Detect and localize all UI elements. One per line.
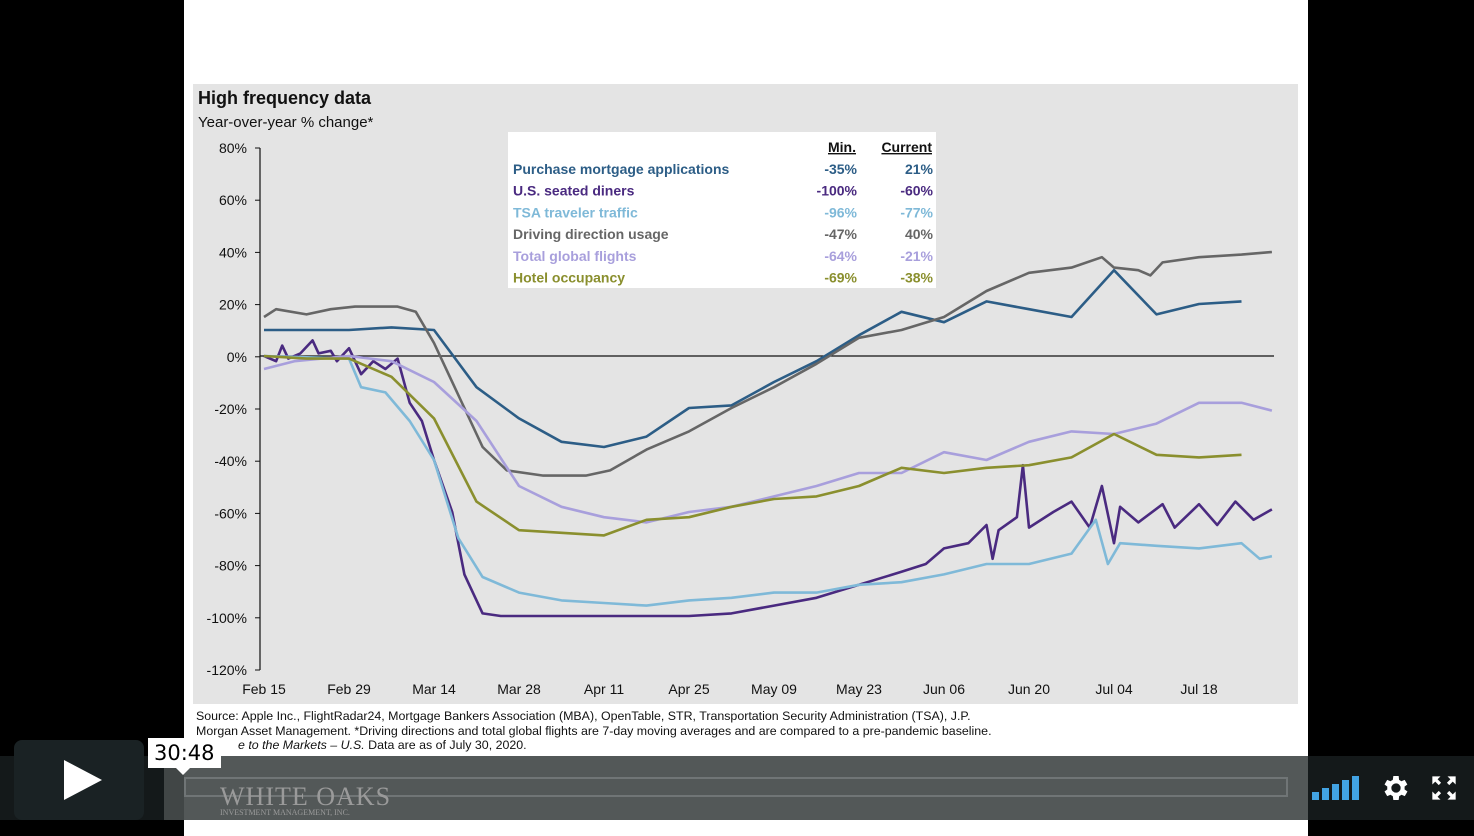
y-tick-label: -120% <box>207 662 247 678</box>
x-tick-label: Jul 04 <box>1095 681 1133 697</box>
x-tick-label: May 09 <box>751 681 797 697</box>
source-date: Data are as of July 30, 2020. <box>364 738 527 752</box>
y-tick-label: -80% <box>214 558 247 574</box>
legend-min: -64% <box>824 248 857 264</box>
legend-label: Purchase mortgage applications <box>513 161 729 177</box>
watermark-subtext: INVESTMENT MANAGEMENT, INC. <box>220 808 350 817</box>
volume-bars-icon[interactable] <box>1312 776 1359 800</box>
legend-current: -77% <box>900 204 933 220</box>
legend-label: U.S. seated diners <box>513 183 635 199</box>
x-tick-label: Jun 20 <box>1008 681 1050 697</box>
progress-area[interactable] <box>164 756 1308 820</box>
series-line-driving-direction-usage <box>263 250 1273 477</box>
legend-min: -96% <box>824 204 857 220</box>
legend-header-min: Min. <box>828 139 856 155</box>
legend-label: TSA traveler traffic <box>513 204 638 220</box>
legend-current: -60% <box>900 183 933 199</box>
series-line-u-s-seated-diners <box>263 339 1273 618</box>
x-tick-label: Mar 28 <box>497 681 541 697</box>
legend-label: Hotel occupancy <box>513 270 625 286</box>
chart-subtitle: Year-over-year % change* <box>198 114 374 131</box>
y-tick-label: -20% <box>214 401 247 417</box>
play-icon <box>64 760 102 800</box>
source-note: Source: Apple Inc., FlightRadar24, Mortg… <box>196 709 1096 753</box>
y-tick-label: -40% <box>214 453 247 469</box>
progress-bar[interactable] <box>184 777 1288 797</box>
chart-title: High frequency data <box>198 88 372 108</box>
x-tick-label: May 23 <box>836 681 882 697</box>
legend-min: -47% <box>824 226 857 242</box>
legend-header-current: Current <box>881 139 932 155</box>
legend-label: Total global flights <box>513 248 637 264</box>
play-button[interactable] <box>14 740 144 820</box>
y-tick-label: 80% <box>219 140 247 156</box>
legend-current: -38% <box>900 270 933 286</box>
legend-min: -69% <box>824 270 857 286</box>
legend-label: Driving direction usage <box>513 226 669 242</box>
legend-current: 21% <box>905 161 934 177</box>
time-tooltip: 30:48 <box>148 738 221 775</box>
source-line: e to the Markets – U.S. Data are as of J… <box>196 738 1096 753</box>
x-tick-label: Mar 14 <box>412 681 456 697</box>
source-line: Source: Apple Inc., FlightRadar24, Mortg… <box>196 709 971 723</box>
watermark-logo: WHITE OAKS INVESTMENT MANAGEMENT, INC. <box>220 782 391 817</box>
y-tick-label: -60% <box>214 505 247 521</box>
x-tick-label: Apr 11 <box>584 681 624 697</box>
x-tick-label: Feb 15 <box>242 681 286 697</box>
watermark-text: WHITE OAKS <box>220 782 392 811</box>
gear-icon[interactable] <box>1380 772 1412 804</box>
fullscreen-icon[interactable] <box>1430 774 1458 802</box>
x-tick-label: Jun 06 <box>923 681 965 697</box>
series-line-total-global-flights <box>263 354 1273 524</box>
legend-current: 40% <box>905 226 934 242</box>
legend-current: -21% <box>900 248 933 264</box>
y-tick-label: 0% <box>227 349 247 365</box>
y-tick-label: 40% <box>219 244 247 260</box>
y-tick-label: -100% <box>207 610 247 626</box>
x-tick-label: Apr 25 <box>668 681 709 697</box>
series-line-tsa-traveler-traffic <box>263 354 1273 607</box>
legend-box <box>508 132 936 288</box>
x-tick-label: Jul 18 <box>1180 681 1218 697</box>
x-tick-label: Feb 29 <box>327 681 371 697</box>
source-italic: e to the Markets – U.S. <box>238 738 365 752</box>
y-tick-label: 60% <box>219 192 247 208</box>
series-line-hotel-occupancy <box>263 354 1242 537</box>
legend-min: -100% <box>817 183 858 199</box>
legend-min: -35% <box>824 161 857 177</box>
y-tick-label: 20% <box>219 297 247 313</box>
source-line: Morgan Asset Management. *Driving direct… <box>196 723 992 738</box>
